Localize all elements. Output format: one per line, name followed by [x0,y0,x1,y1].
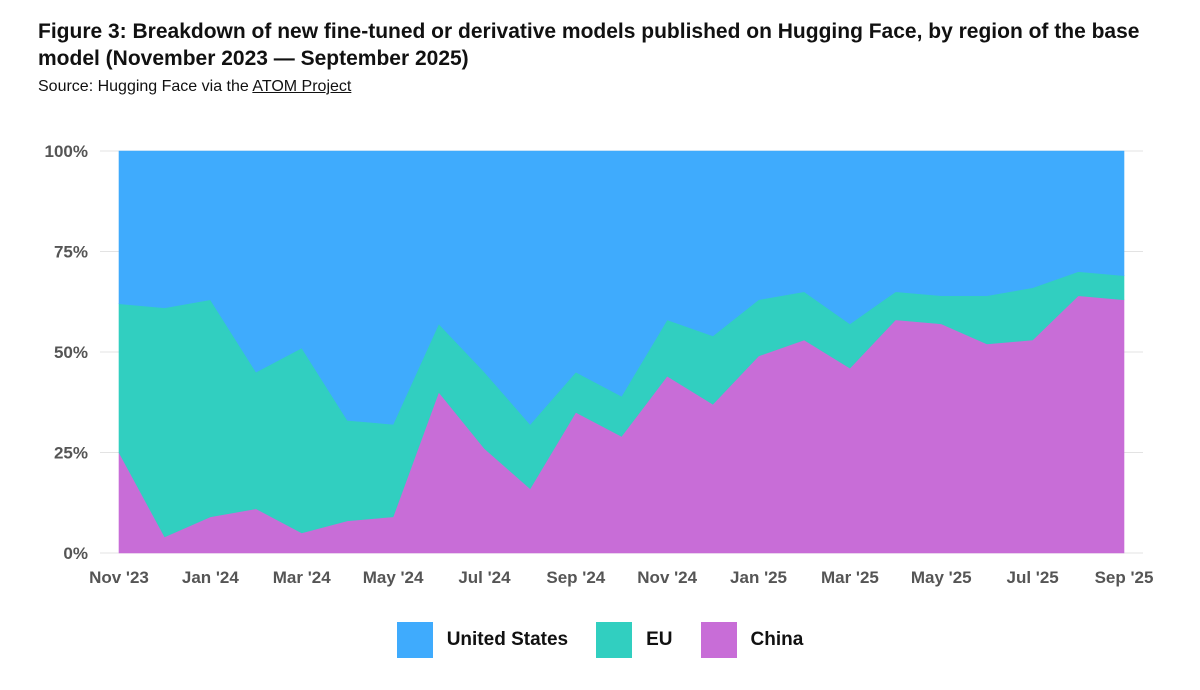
area-series [118,150,1125,554]
source-prefix: Source: Hugging Face via the [38,78,253,95]
x-tick-label: Mar '25 [821,568,879,587]
x-tick-label: Jul '25 [1007,568,1059,587]
x-tick-label: May '25 [911,568,972,587]
x-tick-label: Nov '24 [637,568,697,587]
area-united-states [118,150,1125,425]
y-tick-label: 75% [54,243,88,262]
y-tick-label: 0% [63,544,88,563]
legend-item-united-states: United States [396,622,569,658]
chart-legend: United States EU China [0,622,1200,658]
x-tick-label: Jul '24 [458,568,511,587]
x-tick-label: Jan '24 [182,568,240,587]
source-link[interactable]: ATOM Project [252,78,352,95]
y-tick-label: 50% [54,343,88,362]
legend-label-eu: EU [646,629,673,650]
x-tick-label: Mar '24 [273,568,331,587]
stacked-area-chart: 0% 25% 50% 75% 100% Nov '23 Jan '24 Mar '24 May… [45,142,1154,587]
legend-label-united-states: United States [446,629,569,650]
legend-swatch-eu [596,622,633,658]
legend-label-china: China [750,629,804,650]
legend-item-eu: EU [596,622,673,658]
x-tick-label: May '24 [363,568,424,587]
y-axis-ticks: 0% 25% 50% 75% 100% [45,142,88,563]
legend-swatch-china [700,622,737,658]
x-tick-label: Nov '23 [89,568,149,587]
legend-item-china: China [700,622,804,658]
x-tick-label: Jan '25 [730,568,787,587]
x-tick-label: Sep '25 [1095,568,1154,587]
chart-title: Figure 3: Breakdown of new fine-tuned or… [38,20,1140,70]
y-tick-label: 100% [45,142,88,161]
y-tick-label: 25% [54,444,88,463]
legend-swatch-united-states [396,622,433,658]
x-axis-ticks: Nov '23 Jan '24 Mar '24 May '24 Jul '24 Sep '… [89,568,1153,587]
x-tick-label: Sep '24 [546,568,605,587]
chart-source: Source: Hugging Face via the ATOM Projec… [38,78,351,96]
